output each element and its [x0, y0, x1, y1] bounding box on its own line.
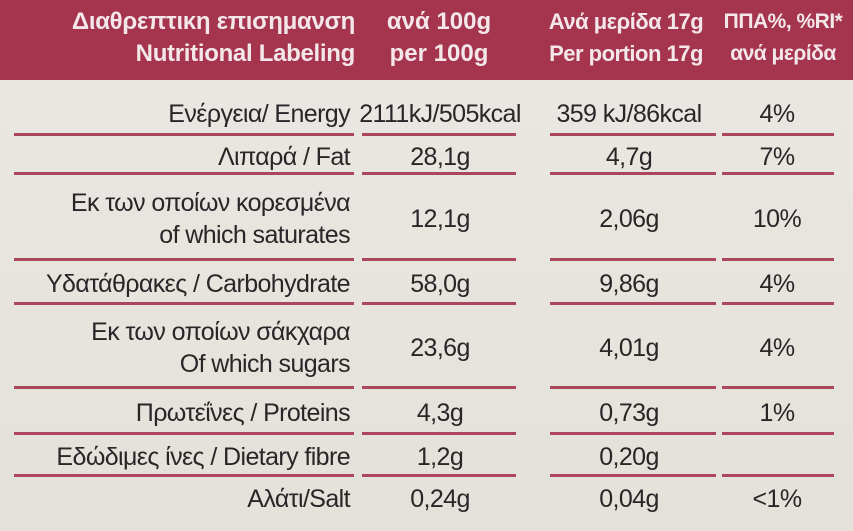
nutrient-label: Αλάτι/Salt: [20, 479, 350, 519]
row-divider: [550, 133, 716, 136]
ri-value: 7%: [759, 143, 796, 171]
row-divider: [14, 258, 354, 261]
nutrient-label-line1: Εκ των οποίων κορεσμένα: [70, 189, 351, 217]
row-divider: [722, 302, 834, 305]
row-divider: [362, 258, 516, 261]
row-divider: [722, 432, 834, 435]
table-row: Εκ των οποίων σάκχαρα Of which sugars 23…: [0, 307, 853, 389]
nutrient-label-line1: Εκ των οποίων σάκχαρα: [91, 318, 350, 346]
header-per-100g: ανά 100g per 100g: [365, 6, 513, 70]
row-divider: [550, 432, 716, 435]
row-divider: [14, 474, 354, 477]
nutrient-label: Εκ των οποίων κορεσμένα of which saturat…: [20, 177, 351, 261]
row-divider: [722, 474, 834, 477]
per-100g-value: 23,6g: [410, 334, 470, 362]
nutrient-label: Λιπαρά / Fat: [20, 139, 351, 175]
row-divider: [362, 302, 516, 305]
row-divider: [362, 172, 516, 175]
per-100g-value: 12,1g: [410, 205, 470, 233]
row-divider: [362, 133, 516, 136]
row-divider: [550, 258, 716, 261]
nutrient-label-line2: Of which sugars: [179, 350, 351, 378]
row-divider: [362, 386, 516, 389]
nutrient-label-line2: of which saturates: [159, 221, 350, 249]
table-row: Ενέργεια/ Energy 2111kJ/505kcal 359 kJ/8…: [0, 92, 853, 136]
per-portion-value: 4,7g: [605, 143, 653, 171]
row-divider: [362, 474, 516, 477]
header-per-100g-greek: ανά 100g: [386, 8, 492, 35]
header-nutrient-greek: Διαθρεπτικη επισημανση: [71, 8, 355, 35]
nutrient-label-line1: Εδώδιμες ίνες / Dietary fibre: [56, 443, 350, 471]
ri-value: 4%: [759, 100, 796, 128]
nutrient-label: Υδατάθρακες / Carbohydrate: [20, 263, 351, 305]
row-divider: [722, 386, 834, 389]
header-nutrient: Διαθρεπτικη επισημανση Nutritional Label…: [20, 6, 355, 70]
row-divider: [722, 133, 834, 136]
per-portion-value: 9,86g: [599, 270, 659, 298]
ri-value: 1%: [759, 399, 796, 427]
row-divider: [14, 133, 354, 136]
row-divider: [362, 432, 516, 435]
table-row: Πρωτεΐνες / Proteins 4,3g 0,73g 1%: [0, 391, 853, 435]
row-divider: [550, 302, 716, 305]
per-portion-value: 359 kJ/86kcal: [556, 100, 702, 128]
row-divider: [14, 172, 354, 175]
nutrient-label: Ενέργεια/ Energy: [20, 92, 350, 136]
nutrient-label: Εδώδιμες ίνες / Dietary fibre: [20, 437, 350, 477]
header-ri-line2: ανά μερίδα: [730, 42, 836, 65]
per-100g-value: 28,1g: [410, 143, 470, 171]
per-portion-value: 4,01g: [599, 334, 659, 362]
per-100g-value: 58,0g: [410, 270, 470, 298]
nutrient-label-line1: Υδατάθρακες / Carbohydrate: [45, 270, 351, 298]
per-portion-value: 2,06g: [599, 205, 659, 233]
per-portion-value: 0,04g: [599, 485, 659, 513]
header-ri-line1: ΠΠΑ%, %RI*: [723, 10, 843, 33]
ri-value: 4%: [759, 334, 796, 362]
row-divider: [14, 386, 354, 389]
nutrient-label-line1: Λιπαρά / Fat: [217, 143, 351, 171]
header-ri: ΠΠΑ%, %RI* ανά μερίδα: [718, 6, 848, 70]
header-per-portion-english: Per portion 17g: [549, 41, 703, 66]
ri-value: 10%: [752, 205, 802, 233]
row-divider: [550, 172, 716, 175]
ri-value: [722, 437, 832, 477]
row-divider: [14, 432, 354, 435]
per-100g-value: 1,2g: [416, 443, 464, 471]
nutrient-label: Πρωτεΐνες / Proteins: [20, 391, 351, 435]
table-row: Υδατάθρακες / Carbohydrate 58,0g 9,86g 4…: [0, 263, 853, 305]
per-100g-value: 4,3g: [416, 399, 464, 427]
row-divider: [722, 258, 834, 261]
row-divider: [550, 386, 716, 389]
table-header: Διαθρεπτικη επισημανση Nutritional Label…: [0, 0, 853, 80]
row-divider: [14, 302, 354, 305]
nutrient-label: Εκ των οποίων σάκχαρα Of which sugars: [20, 307, 350, 389]
row-divider: [722, 172, 834, 175]
per-portion-value: 0,73g: [599, 399, 659, 427]
table-row: Εκ των οποίων κορεσμένα of which saturat…: [0, 177, 853, 261]
nutrient-label-line1: Πρωτεΐνες / Proteins: [135, 399, 351, 427]
ri-value: 4%: [759, 270, 796, 298]
row-divider: [550, 474, 716, 477]
per-100g-value: 2111kJ/505kcal: [359, 100, 521, 128]
per-100g-value: 0,24g: [410, 485, 470, 513]
table-row: Εδώδιμες ίνες / Dietary fibre 1,2g 0,20g: [0, 437, 853, 477]
nutrient-label-line1: Ενέργεια/ Energy: [168, 100, 350, 128]
table-row: Αλάτι/Salt 0,24g 0,04g <1%: [0, 479, 853, 519]
nutrient-label-line1: Αλάτι/Salt: [247, 485, 350, 513]
header-per-portion: Ανά μερίδα 17g Per portion 17g: [540, 6, 712, 70]
per-portion-value: 0,20g: [599, 443, 659, 471]
ri-value: <1%: [752, 485, 803, 513]
header-per-portion-greek: Ανά μερίδα 17g: [548, 9, 704, 34]
header-nutrient-english: Nutritional Labeling: [135, 40, 356, 67]
table-row: Λιπαρά / Fat 28,1g 4,7g 7%: [0, 139, 853, 175]
header-per-100g-english: per 100g: [389, 40, 489, 67]
